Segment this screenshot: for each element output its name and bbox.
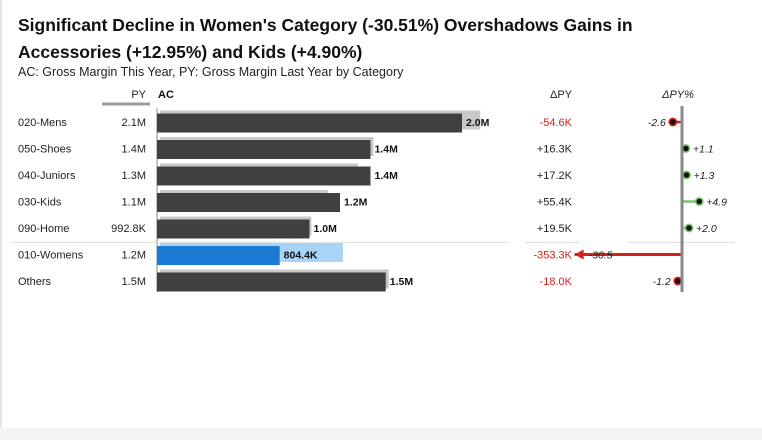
py-value-label: 1.5M: [122, 276, 146, 288]
ac-bar: [157, 140, 371, 159]
delta-abs-label: +16.3K: [537, 144, 573, 156]
delta-abs-label: -353.3K: [533, 250, 572, 262]
frame-edge: [0, 0, 2, 440]
category-label-090-home: 090-Home: [18, 223, 69, 235]
category-label-020-mens: 020-Mens: [18, 117, 67, 129]
delta-pct-marker: [668, 117, 678, 127]
py-value-label: 1.2M: [122, 250, 146, 262]
delta-pct-marker: [673, 276, 683, 286]
py-value-label: 1.1M: [122, 197, 146, 209]
delta-abs-label: +55.4K: [537, 197, 573, 209]
delta-pct-label: -1.2: [653, 276, 671, 288]
delta-abs-label: -18.0K: [540, 276, 573, 288]
ac-column-header: AC: [158, 89, 174, 101]
category-label-others: Others: [18, 276, 52, 288]
py-column-header: PY: [131, 89, 146, 101]
frame-footer-strip: [0, 428, 762, 440]
chart-title: Significant Decline in Women's Category …: [18, 15, 633, 62]
delta-pct-arrow: [574, 249, 584, 260]
delta-pct-label: +2.0: [696, 223, 717, 235]
delta-pct-label: +1.1: [693, 144, 714, 156]
delta-pct-label: -2.6: [648, 117, 666, 129]
delta-pct-label: -30.5: [589, 250, 613, 262]
delta-pct-label: +4.9: [706, 197, 727, 209]
delta-abs-label: +17.2K: [537, 170, 573, 182]
delta-pct-label: +1.3: [694, 170, 715, 182]
py-value-label: 1.4M: [122, 144, 146, 156]
ac-value-label: 1.4M: [375, 170, 399, 182]
delta-pct-marker: [684, 223, 694, 233]
ac-bar: [157, 246, 280, 265]
category-label-050-shoes: 050-Shoes: [18, 144, 72, 156]
ac-value-label: 1.0M: [314, 223, 338, 235]
category-label-040-juniors: 040-Juniors: [18, 170, 76, 182]
delta-pct-marker: [682, 170, 691, 180]
ac-bar: [157, 193, 340, 212]
delta-abs-label: -54.6K: [540, 117, 573, 129]
delta-abs-column-header: ΔPY: [550, 89, 573, 101]
ac-bar: [157, 272, 386, 292]
py-value-label: 2.1M: [122, 117, 146, 129]
ac-value-label: 1.4M: [375, 144, 399, 156]
delta-pct-column-header: ΔPY%: [661, 89, 694, 101]
py-value-label: 1.3M: [122, 170, 146, 182]
ac-value-label: 1.5M: [390, 276, 414, 288]
delta-abs-label: +19.5K: [537, 223, 573, 235]
chart-subtitle: AC: Gross Margin This Year, PY: Gross Ma…: [18, 65, 404, 79]
category-label-030-kids: 030-Kids: [18, 197, 62, 209]
ac-bar: [157, 219, 310, 239]
category-label-010-womens: 010-Womens: [18, 250, 84, 262]
ac-value-label: 2.0M: [466, 117, 490, 129]
ac-bar: [157, 113, 462, 133]
ac-bar: [157, 166, 371, 186]
ac-value-label: 804.4K: [284, 250, 318, 262]
py-value-label: 992.8K: [111, 223, 147, 235]
delta-pct-marker: [694, 197, 704, 206]
ac-value-label: 1.2M: [344, 197, 368, 209]
